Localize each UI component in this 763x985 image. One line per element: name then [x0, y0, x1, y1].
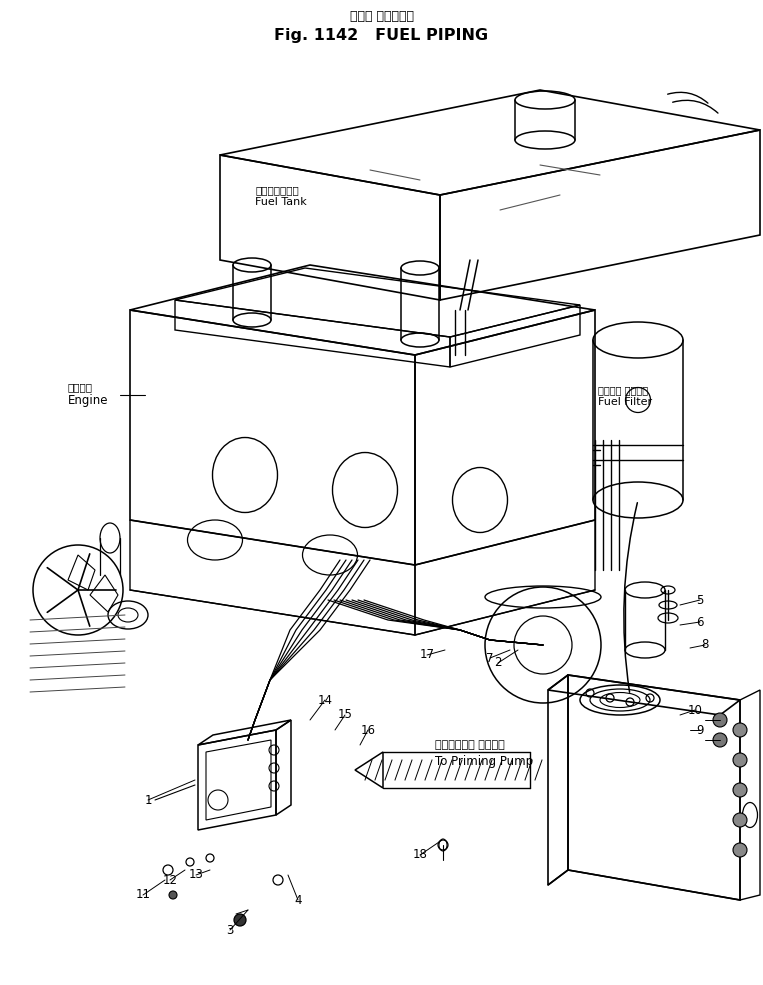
Text: プライミング ポンプへ: プライミング ポンプへ	[435, 740, 505, 750]
Circle shape	[713, 713, 727, 727]
Circle shape	[733, 813, 747, 827]
Text: 11: 11	[136, 888, 150, 901]
Text: 12: 12	[163, 874, 178, 887]
Text: 16: 16	[360, 724, 375, 737]
Text: Fig. 1142   FUEL PIPING: Fig. 1142 FUEL PIPING	[275, 28, 488, 43]
Text: Fuel Filter: Fuel Filter	[598, 397, 652, 407]
Circle shape	[733, 723, 747, 737]
Text: 2: 2	[494, 656, 502, 670]
Text: 13: 13	[188, 869, 204, 882]
Text: 8: 8	[701, 638, 709, 651]
Text: 14: 14	[317, 693, 333, 706]
Text: 10: 10	[687, 703, 703, 716]
Text: エンジン: エンジン	[68, 382, 93, 392]
Text: 17: 17	[420, 648, 434, 662]
Text: 1: 1	[144, 794, 152, 807]
Circle shape	[733, 783, 747, 797]
Circle shape	[733, 753, 747, 767]
Text: 5: 5	[697, 594, 703, 607]
Text: Engine: Engine	[68, 394, 108, 407]
Circle shape	[169, 891, 177, 899]
Circle shape	[733, 843, 747, 857]
Text: 7: 7	[486, 651, 494, 665]
Text: To Priming Pump: To Priming Pump	[435, 755, 533, 768]
Circle shape	[234, 914, 246, 926]
Text: フェエル フィルタ: フェエル フィルタ	[598, 385, 648, 395]
Circle shape	[713, 733, 727, 747]
Text: 6: 6	[697, 616, 703, 628]
Text: フェル パイピング: フェル パイピング	[349, 10, 414, 23]
Text: 15: 15	[337, 708, 353, 721]
Text: 3: 3	[227, 924, 233, 937]
Text: 18: 18	[413, 848, 427, 862]
Text: 9: 9	[697, 724, 703, 737]
Text: 4: 4	[295, 893, 301, 906]
Text: Fuel Tank: Fuel Tank	[255, 197, 307, 207]
Text: フェニルタンク: フェニルタンク	[255, 185, 299, 195]
